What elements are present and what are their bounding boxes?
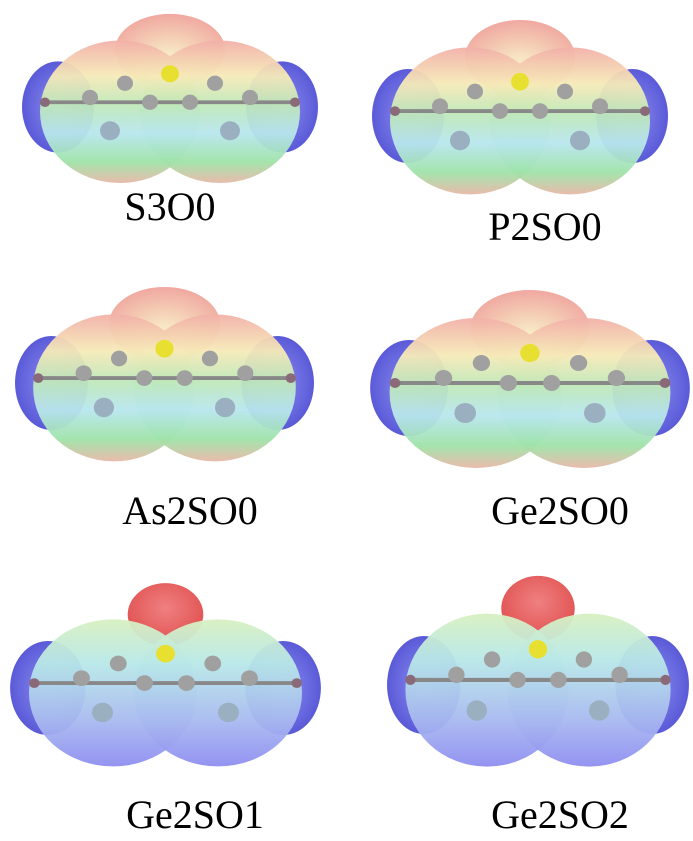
panel-label: Ge2SO1 xyxy=(126,792,264,837)
esp-map xyxy=(15,287,314,461)
esp-map xyxy=(372,20,668,194)
esp-map xyxy=(387,576,689,767)
panel-label: P2SO0 xyxy=(488,204,601,249)
panel-label: S3O0 xyxy=(124,184,215,229)
panel-label: As2SO0 xyxy=(122,488,258,533)
figure: S3O0 P2SO0 As2SO0 Ge2SO0 Ge2SO1 Ge2SO2 xyxy=(0,0,693,841)
panel-label: Ge2SO0 xyxy=(491,488,629,533)
esp-map xyxy=(370,290,690,468)
esp-map xyxy=(10,583,321,766)
esp-map xyxy=(22,14,318,183)
panel-label: Ge2SO2 xyxy=(491,792,629,837)
